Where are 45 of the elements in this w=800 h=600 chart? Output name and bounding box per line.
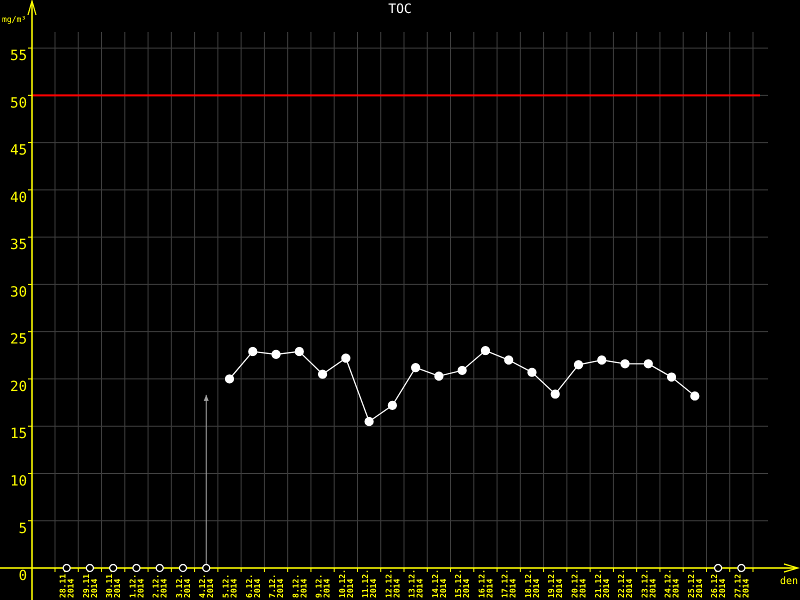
x-tick-label: 12.12. 2014 bbox=[384, 569, 402, 598]
x-tick-label: 6.12. 2014 bbox=[244, 574, 262, 598]
y-tick-label: 50 bbox=[10, 95, 27, 112]
x-tick-label: 20.12. 2014 bbox=[570, 569, 588, 598]
y-tick-label: 20 bbox=[10, 378, 27, 395]
x-tick-label: 1.12. 2014 bbox=[128, 574, 146, 598]
x-tick-label: 29.11. 2014 bbox=[82, 569, 99, 598]
x-tick-label: 4.12. 2014 bbox=[198, 574, 216, 598]
x-tick-label: 7.12. 2014 bbox=[268, 574, 286, 598]
y-tick-label: 15 bbox=[10, 426, 27, 442]
x-tick-label: 8.12. 2014 bbox=[291, 574, 308, 598]
x-tick-label: 28.11. 2014 bbox=[58, 569, 76, 598]
x-tick-label: 9.12. 2014 bbox=[314, 574, 332, 598]
x-tick-label: 18.12. 2014 bbox=[524, 569, 541, 598]
x-tick-label: 17.12. 2014 bbox=[500, 569, 518, 598]
x-tick-label: 3.12. 2014 bbox=[174, 574, 192, 598]
x-tick-label: 13.12. 2014 bbox=[408, 569, 425, 598]
x-tick-label: 25.12. 2014 bbox=[686, 569, 704, 598]
x-tick-label: 26.12. 2014 bbox=[710, 569, 728, 598]
x-tick-label: 27.12. 2014 bbox=[733, 569, 750, 598]
x-tick-label: 22.12. 2014 bbox=[617, 569, 634, 598]
chart-title: TOC bbox=[388, 2, 412, 17]
y-tick-label: 45 bbox=[10, 142, 27, 159]
x-axis-title: den bbox=[780, 576, 798, 587]
y-tick-label: 35 bbox=[10, 237, 27, 254]
x-tick-label: 23.12. 2014 bbox=[640, 569, 658, 598]
y-tick-label: 5 bbox=[18, 520, 27, 537]
y-tick-label: 55 bbox=[10, 48, 27, 64]
x-tick-label: 14.12. 2014 bbox=[430, 569, 448, 598]
x-tick-label: 19.12. 2014 bbox=[547, 569, 564, 598]
x-tick-label: 24.12. 2014 bbox=[664, 569, 681, 598]
x-tick-label: 10.12. 2014 bbox=[338, 569, 355, 598]
x-tick-label: 11.12. 2014 bbox=[361, 569, 378, 598]
y-tick-label: 40 bbox=[10, 190, 27, 206]
x-tick-label: 5.12. 2014 bbox=[222, 574, 238, 598]
x-tick-label: 30.11. 2014 bbox=[105, 569, 122, 598]
y-tick-label: 30 bbox=[10, 284, 27, 300]
y-tick-label: 0 bbox=[18, 568, 27, 584]
y-tick-label: 10 bbox=[10, 474, 27, 490]
x-tick-label: 15.12. 2014 bbox=[454, 569, 472, 598]
x-tick-label: 2.12. 2014 bbox=[152, 574, 169, 598]
x-tick-label: 21.12. 2014 bbox=[594, 569, 611, 598]
x-tick-label: 16.12. 2014 bbox=[477, 569, 494, 598]
y-tick-label: 25 bbox=[10, 332, 27, 348]
y-axis-title: mg/m³ bbox=[2, 15, 26, 24]
